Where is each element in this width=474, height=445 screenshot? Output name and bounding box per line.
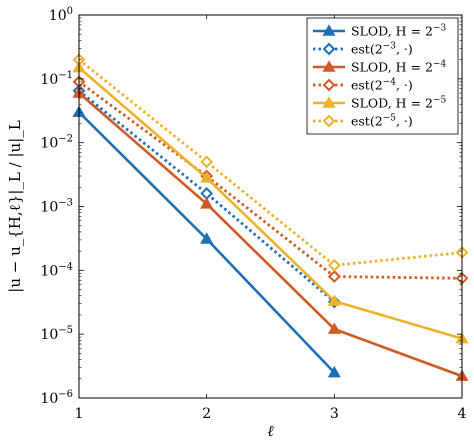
y-tick-label: 100 — [49, 6, 73, 24]
triangle-marker — [200, 232, 214, 244]
x-axis-label: ℓ — [267, 422, 273, 440]
legend-entry-label: SLOD, H = 2−4 — [351, 60, 446, 75]
y-tick-label: 10−3 — [40, 198, 73, 216]
legend-box — [306, 17, 459, 135]
legend: SLOD, H = 2−3 est(2−3, ·) SLOD, H = 2−4 est… — [306, 17, 459, 135]
y-tick-label: 10−2 — [40, 134, 73, 152]
diamond-marker — [327, 258, 341, 272]
series-line — [78, 58, 463, 267]
x-tick-label: 2 — [202, 406, 211, 422]
triangle-marker — [322, 96, 336, 108]
diamond-marker — [322, 78, 336, 92]
series-line — [78, 89, 336, 303]
triangle-marker — [322, 24, 336, 36]
y-tick-label: 10−1 — [40, 70, 73, 88]
x-tick-label: 1 — [75, 406, 84, 422]
diamond-marker — [200, 187, 214, 200]
diamond-marker — [322, 114, 336, 128]
plot-marks — [72, 53, 469, 381]
x-tick-label: 4 — [458, 406, 467, 422]
legend-entry-label: est(2−5, ·) — [351, 114, 413, 129]
series-line — [78, 66, 463, 340]
axis-ticks: 1 2 3 4 10−6 10−5 10−4 10−3 10−2 10−1 100 — [40, 6, 466, 422]
triangle-marker — [327, 322, 341, 334]
diamond-marker — [322, 42, 336, 56]
triangle-marker — [322, 60, 336, 72]
triangle-marker — [200, 171, 214, 183]
legend-entry-label: est(2−4, ·) — [351, 78, 413, 93]
y-tick-label: 10−6 — [40, 389, 73, 407]
x-tick-label: 3 — [330, 406, 339, 422]
diamond-marker — [200, 155, 214, 169]
y-axis-label: |u − u_{H,ℓ}|_L / |u|_L — [6, 120, 24, 292]
triangle-marker — [327, 365, 341, 378]
legend-entry-label: SLOD, H = 2−5 — [351, 96, 446, 111]
series-line — [78, 80, 463, 280]
legend-entry-label: est(2−3, ·) — [351, 42, 413, 57]
triangle-marker — [327, 294, 341, 306]
diamond-marker — [327, 270, 341, 283]
series-line — [78, 92, 463, 378]
y-tick-label: 10−5 — [40, 325, 73, 343]
triangle-marker — [200, 197, 214, 209]
legend-entry-label: SLOD, H = 2−3 — [351, 24, 446, 39]
y-tick-label: 10−4 — [40, 261, 73, 279]
